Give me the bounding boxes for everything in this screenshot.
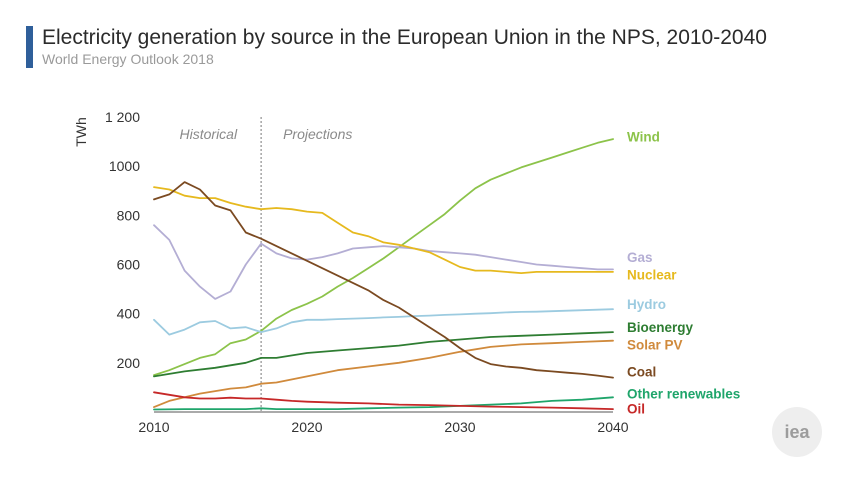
series-label-wind: Wind [627,130,660,145]
x-tick-label: 2030 [444,419,475,435]
series-label-oil: Oil [627,401,645,416]
series-line-hydro [153,308,614,336]
series-label-hydro: Hydro [627,297,666,312]
y-axis-label: TWh [73,117,89,147]
series-label-other-renewables: Other renewables [627,387,740,402]
chart-title: Electricity generation by source in the … [42,26,767,49]
series-label-solar-pv: Solar PV [627,337,683,352]
iea-logo: iea [772,407,822,457]
y-tick-label: 1000 [109,158,140,174]
chart-subtitle: World Energy Outlook 2018 [42,51,214,67]
projections-label: Projections [283,126,352,142]
historical-label: Historical [180,126,238,142]
x-tick-label: 2020 [291,419,322,435]
y-tick-label: 800 [117,207,141,223]
series-label-gas: Gas [627,250,653,265]
series-label-coal: Coal [627,364,656,379]
y-tick-label: 200 [117,355,141,371]
series-label-bioenergy: Bioenergy [627,320,694,335]
x-tick-label: 2040 [597,419,628,435]
series-line-solar-pv [153,339,614,409]
series-label-nuclear: Nuclear [627,267,677,282]
series-line-coal [153,181,614,379]
series-line-wind [153,138,614,377]
series-line-gas [153,224,614,300]
series-line-bioenergy [153,331,614,378]
series-line-other-renewables [153,396,614,411]
logo-text: iea [784,421,810,442]
y-tick-label: 400 [117,306,141,322]
y-tick-label: 1 200 [105,109,140,125]
x-tick-label: 2010 [138,419,169,435]
series-line-oil [153,391,614,411]
title-accent-bar [26,26,33,68]
series-line-nuclear [153,186,614,275]
y-tick-label: 600 [117,257,141,273]
